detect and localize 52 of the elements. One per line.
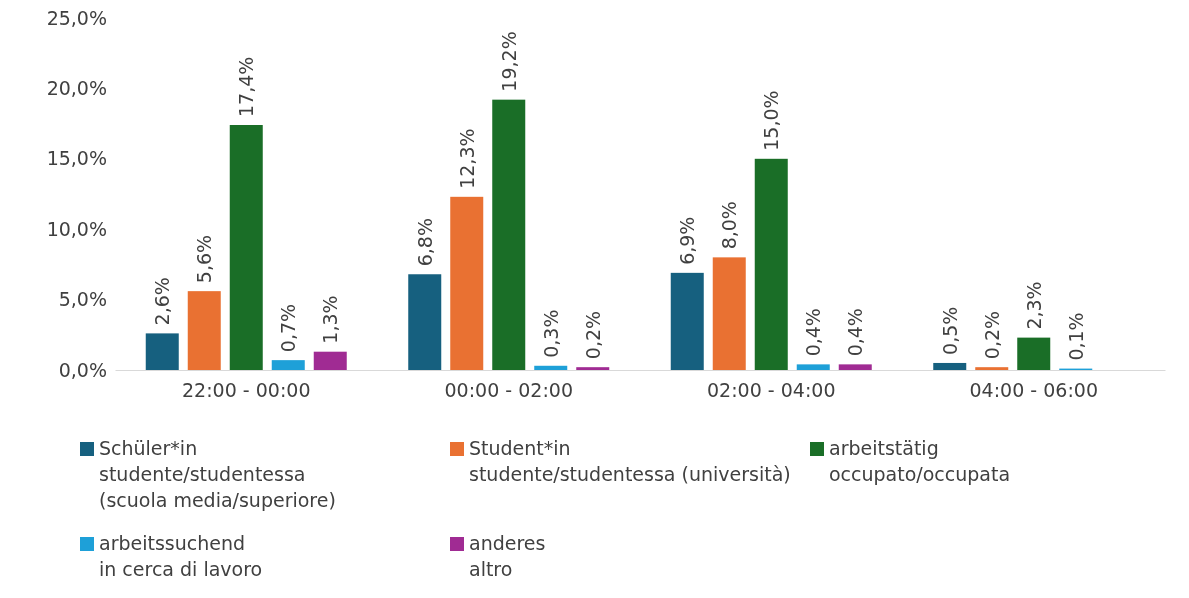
legend-label: arbeitssuchend in cerca di lavoro: [99, 532, 263, 580]
bar: [271, 360, 305, 370]
legend-label: Student*in studente/studentessa (università): [469, 437, 791, 485]
legend-label: anderes altro: [469, 532, 546, 580]
data-label: 15,0%: [760, 90, 783, 151]
data-label: 0,4%: [844, 308, 867, 357]
x-tick-label: 00:00 - 02:00: [444, 379, 573, 402]
bar: [534, 365, 568, 370]
y-tick-label: 5,0%: [58, 288, 107, 311]
bar: [975, 367, 1009, 370]
y-tick-label: 25,0%: [46, 6, 107, 29]
legend-label: arbeitstätig occupato/occupata: [829, 437, 1011, 485]
bar: [712, 257, 746, 370]
data-label: 5,6%: [193, 234, 216, 284]
x-tick-label: 02:00 - 04:00: [707, 379, 836, 402]
legend-label: Schüler*in studente/studentessa (scuola media/superiore): [99, 437, 336, 511]
x-tick-label: 22:00 - 00:00: [182, 379, 311, 402]
data-label: 8,0%: [718, 201, 741, 250]
data-label: 12,3%: [455, 128, 478, 189]
data-label: 19,2%: [497, 31, 520, 92]
bar: [313, 351, 347, 370]
data-label: 0,7%: [277, 303, 300, 353]
y-tick-label: 20,0%: [46, 76, 107, 99]
data-label: 2,6%: [151, 277, 174, 326]
bar: [408, 274, 442, 370]
data-label: 17,4%: [235, 56, 258, 118]
bar: [187, 291, 221, 370]
y-tick-label: 0,0%: [58, 358, 107, 381]
bar: [576, 367, 610, 370]
bar: [229, 125, 263, 370]
data-label: 0,2%: [581, 310, 604, 360]
bar: [492, 99, 526, 370]
y-tick-label: 15,0%: [46, 147, 107, 170]
data-label: 0,1%: [1064, 312, 1087, 361]
bar: [670, 272, 704, 370]
data-label: 1,3%: [319, 295, 342, 344]
data-label: 2,3%: [1022, 281, 1045, 330]
data-label: 6,8%: [413, 217, 436, 267]
data-label: 0,2%: [980, 310, 1003, 360]
data-label: 0,4%: [802, 308, 825, 357]
data-label: 0,3%: [539, 309, 562, 358]
bar: [1017, 337, 1051, 370]
data-label: 6,9%: [676, 216, 699, 265]
bar: [933, 362, 967, 370]
bar: [450, 196, 484, 370]
y-tick-label: 10,0%: [46, 217, 107, 240]
bar: [754, 158, 788, 370]
data-label: 0,5%: [938, 306, 961, 355]
bar: [145, 333, 179, 370]
x-tick-label: 04:00 - 06:00: [969, 379, 1098, 402]
bar: [796, 364, 830, 370]
bar: [838, 364, 872, 370]
